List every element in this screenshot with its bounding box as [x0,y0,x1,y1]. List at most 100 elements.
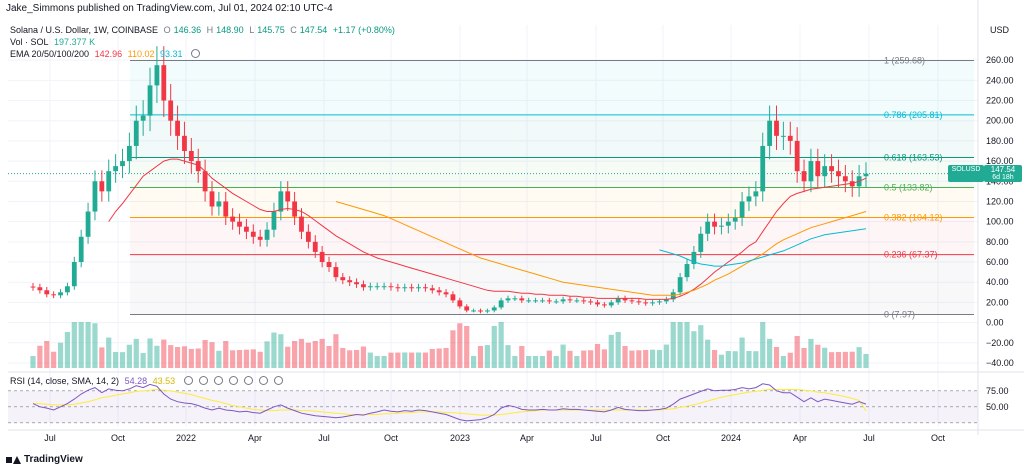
volume-bar [85,322,91,368]
tradingview-logo-icon [6,455,21,465]
candle-body [491,307,497,311]
candle-body [677,277,683,293]
candle-body [822,166,828,177]
rsi-option-icon-5[interactable] [243,376,253,385]
volume-bar [698,325,704,368]
rsi-label: RSI (14, close, SMA, 14, 2) [10,376,120,386]
rsi-tick-label: 50.00 [986,402,1009,412]
candle-body [684,264,690,278]
volume-bar [526,356,532,368]
candle-body [815,161,821,177]
candle-body [209,191,215,207]
volume-bar [429,348,435,368]
candle-body [37,287,43,291]
tradingview-footer[interactable]: TradingView [6,454,83,465]
candle-body [601,304,607,306]
volume-bar [863,353,869,368]
visibility-toggle-icon[interactable] [191,49,201,58]
volume-bar [257,351,263,368]
candle-body [312,241,318,252]
volume-legend: Vol · SOL 197.377 K [10,37,98,47]
candle-body [388,286,394,288]
volume-bar [532,356,539,368]
candle-body [264,229,270,240]
volume-bar [505,345,511,368]
candle-body [725,221,731,226]
volume-bar [236,350,243,368]
candle-body [629,300,635,302]
volume-bar [546,350,552,368]
candle-body [202,171,208,192]
candle-body [595,302,600,305]
ohlc-change: +1.17 (+0.80%) [332,25,395,35]
volume-bar [477,346,484,368]
volume-bar [99,347,105,368]
candle-body [161,65,167,101]
candle-body [416,287,421,289]
candle-body [326,262,332,268]
volume-bar [409,352,415,368]
volume-bar [44,341,50,368]
candle-body [657,301,662,303]
fib-level-label: 0 (7.97) [884,310,915,320]
fib-level-label: 0.236 (67.37) [884,250,938,260]
volume-bar [195,348,201,368]
candle-body [71,262,77,287]
volume-bar [574,356,580,368]
volume-bar [491,326,497,368]
ohlc-low: 145.75 [257,25,285,35]
ohlc-h-label: H [206,25,214,35]
volume-bar [340,348,346,368]
volume-bar [780,356,786,368]
volume-bar [78,322,84,368]
candle-body [533,300,538,302]
axes: 260.00240.00220.00200.00180.00160.00140.… [8,0,1024,443]
rsi-option-icon-3[interactable] [213,376,223,385]
x-tick-label: Oct [111,433,126,443]
candle-body [478,310,483,312]
tradingview-brand: TradingView [24,454,83,465]
candle-body [739,201,745,218]
volume-bar [663,344,669,368]
volume-bar [347,350,353,368]
rsi-option-icon-2[interactable] [198,376,208,385]
candle-body [65,286,70,293]
volume-bar [37,345,43,368]
candle-body [691,251,697,265]
candle-body [567,299,573,301]
candle-body [126,145,132,162]
volume-bar [92,323,98,368]
volume-bar [381,356,387,368]
candle-body [553,301,559,303]
x-tick-label: Jul [318,433,330,443]
symbol-title: Solana / U.S. Dollar, 1W, COINBASE [10,25,159,35]
rsi-option-icon-1[interactable] [183,376,193,385]
rsi-option-icon-6[interactable] [258,376,268,385]
volume-bar [216,350,222,368]
y-tick-label: 20.00 [986,297,1009,307]
volume-bar [57,342,64,368]
fib-level-label: 0.786 (205.81) [884,110,943,120]
candle-body [409,287,415,289]
volume-bar [808,338,814,368]
candle-body [78,236,84,263]
candle-body [746,196,752,202]
fib-zone [130,217,974,255]
rsi-option-icon-7[interactable] [273,376,283,385]
candle-body [498,300,504,308]
rsi-option-icon-4[interactable] [228,376,238,385]
candle-body [92,181,98,212]
fibonacci-retracement: 1 (259.68) 0.786 (205.81) 0.618 (163.53) 0.… [8,55,978,320]
volume-bar [732,351,738,368]
candle-body [780,135,786,137]
x-tick-label: Jul [863,433,875,443]
volume-bar [161,339,167,368]
candle-body [574,300,580,302]
volume-bar [594,344,601,368]
candle-body [753,191,759,197]
y-tick-label: 200.00 [986,116,1014,126]
y-tick-label: 180.00 [986,136,1014,146]
candle-body [381,286,387,288]
rsi-tick-label: 75.00 [986,386,1009,396]
